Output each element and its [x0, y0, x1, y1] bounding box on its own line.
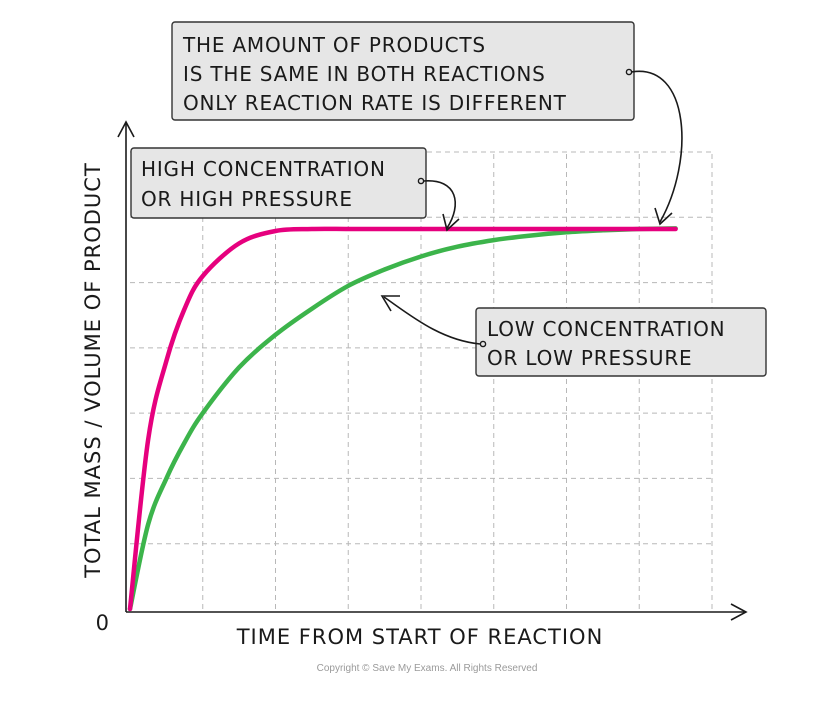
callout-amount-line-2: IS THE SAME IN BOTH REACTIONS — [183, 62, 546, 86]
callout-high-arrow-icon — [422, 180, 456, 229]
callout-amount-line-3: ONLY REACTION RATE IS DIFFERENT — [183, 91, 567, 115]
callout-low-line-2: OR LOW PRESSURE — [487, 346, 692, 370]
copyright-notice: Copyright © Save My Exams. All Rights Re… — [317, 663, 538, 674]
x-axis-title: TIME FROM START OF REACTION — [236, 625, 604, 649]
callout-high-line-2: OR HIGH PRESSURE — [141, 187, 353, 211]
callout-high: HIGH CONCENTRATION OR HIGH PRESSURE — [130, 147, 460, 232]
callout-amount-arrowhead-icon — [654, 207, 673, 226]
callout-low-box — [475, 307, 767, 377]
callout-low-line-1: LOW CONCENTRATION — [487, 317, 725, 341]
x-axis-arrow-icon — [730, 603, 748, 621]
callout-low-dot — [479, 340, 487, 348]
callout-low-arrowhead-icon — [380, 295, 400, 312]
callout-high-arrowhead-icon — [442, 213, 460, 232]
series-line-high-concentration — [127, 226, 678, 612]
callout-amount-arrow-icon — [630, 70, 683, 223]
callout-high-box — [130, 147, 427, 219]
series-curves — [127, 226, 678, 612]
callout-low: LOW CONCENTRATION OR LOW PRESSURE — [380, 295, 767, 377]
callout-low-arrow-icon — [383, 296, 481, 345]
axes — [117, 120, 748, 621]
y-axis-arrow-icon — [117, 120, 135, 138]
origin-label: 0 — [96, 611, 110, 635]
grid-lines — [130, 151, 713, 609]
callout-high-line-1: HIGH CONCENTRATION — [141, 157, 386, 181]
y-axis-title: TOTAL MASS / VOLUME OF PRODUCT — [81, 162, 105, 579]
callout-amount: THE AMOUNT OF PRODUCTS IS THE SAME IN BO… — [171, 21, 683, 226]
series-line-low-concentration — [127, 226, 678, 612]
callout-amount-line-1: THE AMOUNT OF PRODUCTS — [182, 33, 486, 57]
